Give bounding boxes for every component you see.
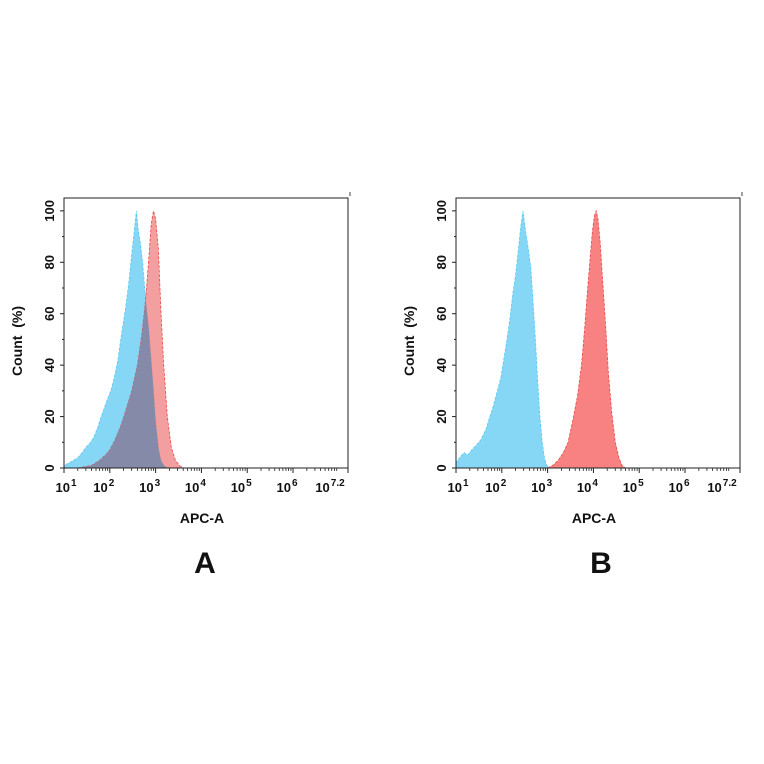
x-tick-label-4: 104 (185, 478, 206, 495)
y-tick-label-20: 20 (434, 409, 449, 423)
histogram-panel-a: 0 20 40 60 80 100 Count (%) 101 102 103 104 105 106 1… (9, 192, 351, 580)
plot-frame (63, 197, 349, 469)
y-tick-label-80: 80 (434, 255, 449, 269)
overlap-region (77, 300, 168, 468)
y-tick-label-40: 40 (434, 358, 449, 372)
x-tick-label-2: 102 (485, 478, 506, 495)
panel-letter-b: B (590, 547, 612, 580)
y-tick-label-60: 60 (42, 306, 57, 320)
x-tick-label-5: 105 (623, 478, 644, 495)
y-axis-title: Count (%) (9, 306, 25, 376)
x-tick-label-3: 103 (139, 478, 160, 495)
x-tick-label-1: 101 (447, 478, 468, 495)
x-tick-label-4: 104 (577, 478, 598, 495)
x-tick-label-6: 106 (669, 478, 690, 495)
x-tick-label-7.2: 107.2 (315, 478, 345, 495)
x-tick-label-2: 102 (93, 478, 114, 495)
y-axis-title: Count (%) (401, 306, 417, 376)
x-tick-label-7.2: 107.2 (707, 478, 737, 495)
y-tick-label-0: 0 (434, 464, 449, 471)
x-tick-label-6: 106 (277, 478, 298, 495)
y-tick-label-20: 20 (42, 409, 57, 423)
histogram-series-blue (455, 210, 551, 469)
y-tick-label-80: 80 (42, 255, 57, 269)
x-tick-label-5: 105 (231, 478, 252, 495)
histogram-series-red (547, 209, 627, 469)
x-axis-title: APC-A (572, 510, 616, 526)
x-tick-label-1: 101 (55, 478, 76, 495)
y-tick-label-60: 60 (434, 306, 449, 320)
panel-letter-a: A (194, 547, 216, 580)
y-tick-label-100: 100 (434, 200, 449, 222)
y-tick-label-40: 40 (42, 358, 57, 372)
y-tick-label-0: 0 (42, 464, 57, 471)
x-axis-title: APC-A (180, 510, 224, 526)
plot-frame (455, 197, 741, 469)
x-tick-label-3: 103 (531, 478, 552, 495)
histogram-panel-b: 0 20 40 60 80 100 Count (%) 101 102 103 104 105 106 1… (401, 192, 743, 580)
histogram-series-red (77, 210, 185, 469)
y-tick-label-100: 100 (42, 200, 57, 222)
